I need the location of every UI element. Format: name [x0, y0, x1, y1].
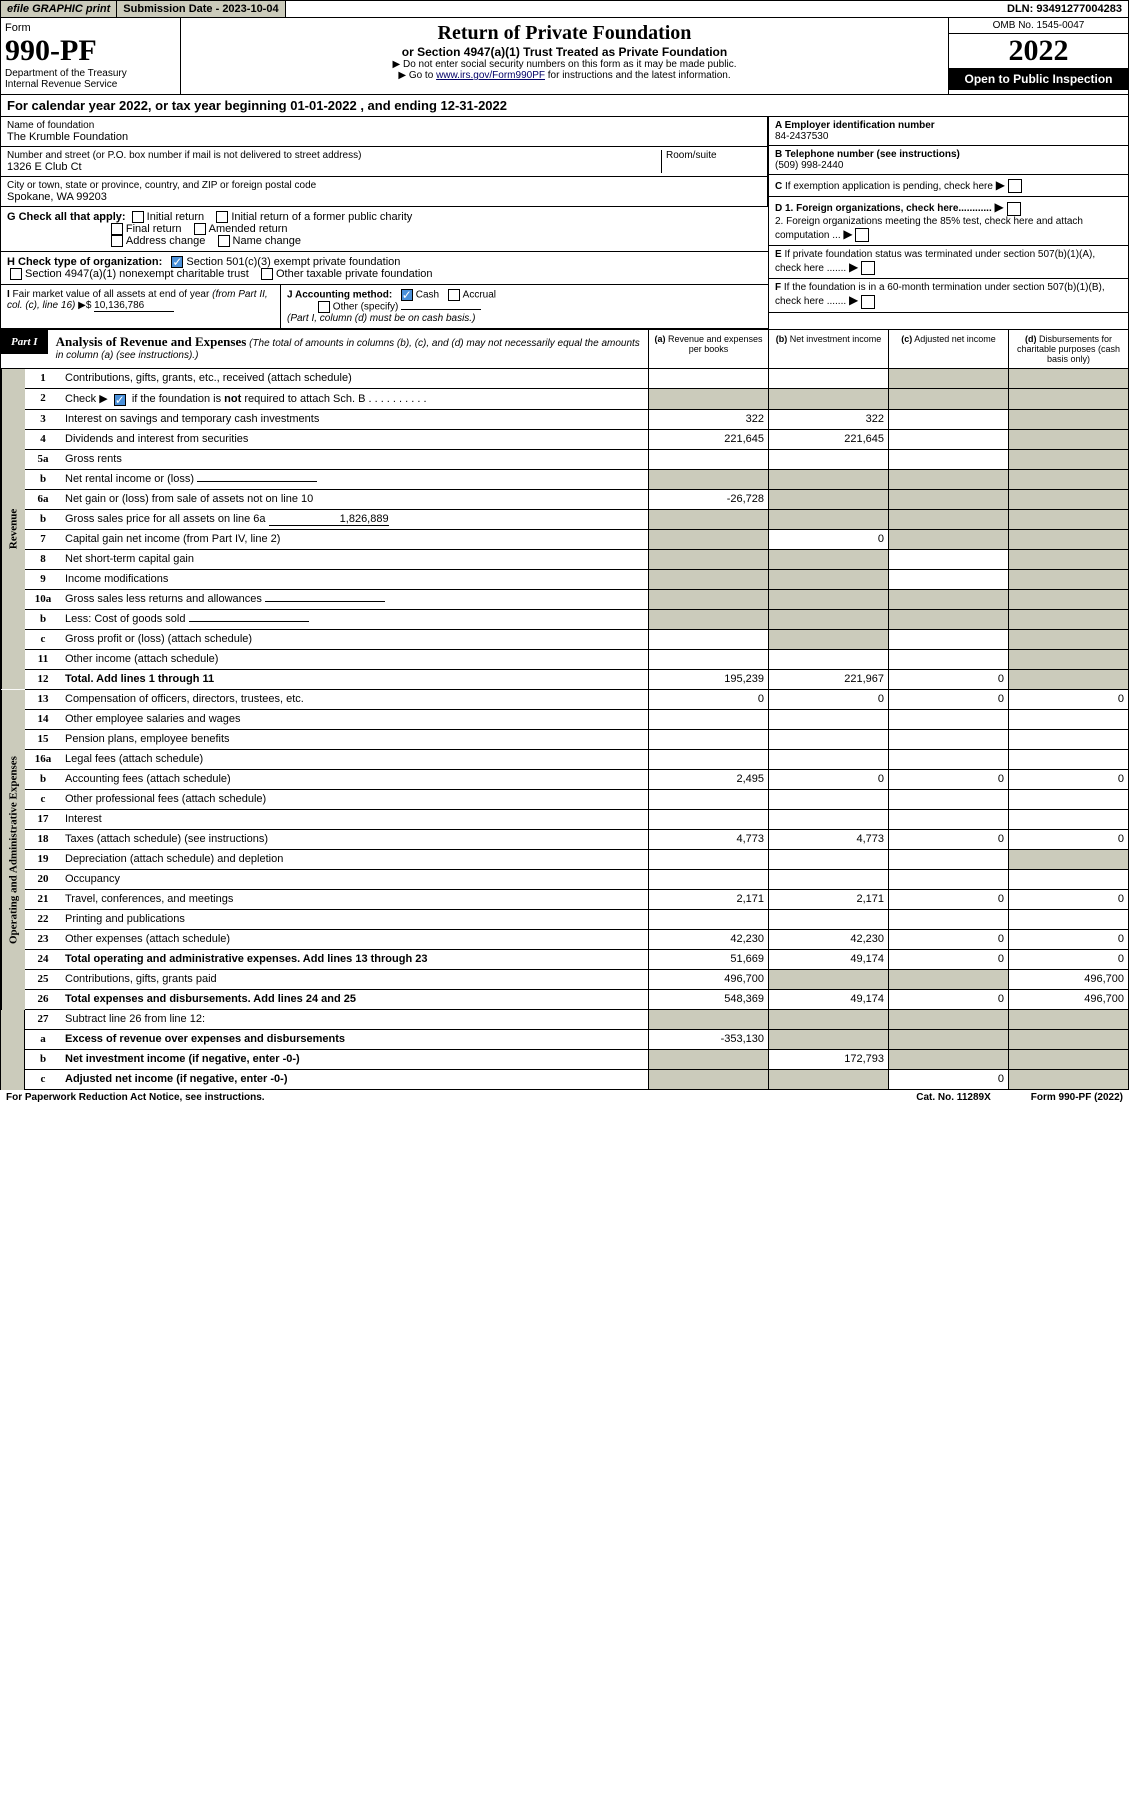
d2-checkbox[interactable] [855, 228, 869, 242]
other-taxable-checkbox[interactable] [261, 268, 273, 280]
line-20: 20Occupancy [25, 870, 1128, 890]
line-13: 13Compensation of officers, directors, t… [25, 690, 1128, 710]
room-label: Room/suite [666, 150, 761, 161]
ein-label: A Employer identification number [775, 120, 935, 131]
name-change-checkbox[interactable] [218, 235, 230, 247]
line-26: 26Total expenses and disbursements. Add … [25, 990, 1128, 1010]
line-14: 14Other employee salaries and wages [25, 710, 1128, 730]
form-subtitle: or Section 4947(a)(1) Trust Treated as P… [185, 45, 944, 59]
line-21: 21Travel, conferences, and meetings2,171… [25, 890, 1128, 910]
address-label: Number and street (or P.O. box number if… [7, 150, 661, 161]
c-checkbox[interactable] [1008, 179, 1022, 193]
line-4: 4Dividends and interest from securities2… [25, 430, 1128, 450]
initial-return-checkbox[interactable] [132, 211, 144, 223]
cash-checkbox[interactable] [401, 289, 413, 301]
e-label: If private foundation status was termina… [775, 249, 1095, 274]
line-19: 19Depreciation (attach schedule) and dep… [25, 850, 1128, 870]
line-b: bNet rental income or (loss) [25, 470, 1128, 490]
line-2: 2Check ▶ if the foundation is not requir… [25, 389, 1128, 409]
form-title: Return of Private Foundation [185, 22, 944, 45]
line-c: cGross profit or (loss) (attach schedule… [25, 630, 1128, 650]
line-c: cAdjusted net income (if negative, enter… [25, 1070, 1128, 1090]
omb-number: OMB No. 1545-0047 [949, 18, 1128, 34]
part-1-tag: Part I [1, 330, 48, 354]
address: 1326 E Club Ct [7, 161, 661, 173]
cat-number: Cat. No. 11289X [916, 1092, 990, 1103]
form-label: Form [5, 22, 176, 34]
d2-label: 2. Foreign organizations meeting the 85%… [775, 216, 1083, 241]
paperwork-notice: For Paperwork Reduction Act Notice, see … [6, 1092, 265, 1103]
col-a-header: (a) Revenue and expenses per books [648, 330, 768, 368]
line-5a: 5aGross rents [25, 450, 1128, 470]
form-footer: Form 990-PF (2022) [1031, 1092, 1123, 1103]
tax-year: 2022 [949, 34, 1128, 68]
d1-checkbox[interactable] [1007, 202, 1021, 216]
line-c: cOther professional fees (attach schedul… [25, 790, 1128, 810]
city-value: Spokane, WA 99203 [7, 191, 761, 203]
f-checkbox[interactable] [861, 295, 875, 309]
line-3: 3Interest on savings and temporary cash … [25, 410, 1128, 430]
501c3-checkbox[interactable] [171, 256, 183, 268]
line-25: 25Contributions, gifts, grants paid496,7… [25, 970, 1128, 990]
instruction-1: ▶ Do not enter social security numbers o… [185, 59, 944, 70]
dept-label: Department of the TreasuryInternal Reven… [5, 68, 176, 90]
final-return-checkbox[interactable] [111, 223, 123, 235]
irs-link[interactable]: www.irs.gov/Form990PF [436, 70, 545, 81]
e-checkbox[interactable] [861, 261, 875, 275]
instruction-2: ▶ Go to www.irs.gov/Form990PF for instru… [185, 70, 944, 81]
section-g: G Check all that apply: Initial return I… [1, 207, 768, 252]
accrual-checkbox[interactable] [448, 289, 460, 301]
efile-label: efile GRAPHIC print [1, 1, 117, 17]
line-27: 27Subtract line 26 from line 12: [25, 1010, 1128, 1030]
form-number: 990-PF [5, 34, 176, 68]
line-b: bAccounting fees (attach schedule)2,4950… [25, 770, 1128, 790]
address-change-checkbox[interactable] [111, 235, 123, 247]
revenue-side-label: Revenue [1, 369, 25, 689]
city-label: City or town, state or province, country… [7, 180, 761, 191]
line-b: bLess: Cost of goods sold [25, 610, 1128, 630]
line-10a: 10aGross sales less returns and allowanc… [25, 590, 1128, 610]
line-b: bNet investment income (if negative, ent… [25, 1050, 1128, 1070]
line-22: 22Printing and publications [25, 910, 1128, 930]
line-16a: 16aLegal fees (attach schedule) [25, 750, 1128, 770]
initial-public-checkbox[interactable] [216, 211, 228, 223]
submission-date: Submission Date - 2023-10-04 [117, 1, 285, 17]
line-6a: 6aNet gain or (loss) from sale of assets… [25, 490, 1128, 510]
cash-basis-note: (Part I, column (d) must be on cash basi… [287, 313, 475, 324]
phone-value: (509) 998-2440 [775, 160, 843, 171]
line-12: 12Total. Add lines 1 through 11195,23922… [25, 670, 1128, 690]
line-17: 17Interest [25, 810, 1128, 830]
phone-label: B Telephone number (see instructions) [775, 149, 960, 160]
line-a: aExcess of revenue over expenses and dis… [25, 1030, 1128, 1050]
f-label: If the foundation is in a 60-month termi… [775, 282, 1105, 307]
col-d-header: (d) Disbursements for charitable purpose… [1008, 330, 1128, 368]
line-15: 15Pension plans, employee benefits [25, 730, 1128, 750]
dln: DLN: 93491277004283 [1001, 1, 1128, 17]
line-7: 7Capital gain net income (from Part IV, … [25, 530, 1128, 550]
fmv-value: 10,136,786 [94, 300, 174, 312]
section-h: H Check type of organization: Section 50… [1, 252, 768, 285]
foundation-name: The Krumble Foundation [7, 131, 761, 143]
line-9: 9Income modifications [25, 570, 1128, 590]
line-18: 18Taxes (attach schedule) (see instructi… [25, 830, 1128, 850]
col-c-header: (c) Adjusted net income [888, 330, 1008, 368]
calendar-year-row: For calendar year 2022, or tax year begi… [0, 95, 1129, 117]
line-b: bGross sales price for all assets on lin… [25, 510, 1128, 530]
c-label: If exemption application is pending, che… [785, 181, 993, 192]
other-method-checkbox[interactable] [318, 301, 330, 313]
amended-return-checkbox[interactable] [194, 223, 206, 235]
expenses-side-label: Operating and Administrative Expenses [1, 690, 25, 1010]
name-label: Name of foundation [7, 120, 761, 131]
line-11: 11Other income (attach schedule) [25, 650, 1128, 670]
d1-label: D 1. Foreign organizations, check here..… [775, 203, 992, 214]
4947-checkbox[interactable] [10, 268, 22, 280]
line-8: 8Net short-term capital gain [25, 550, 1128, 570]
line-1: 1Contributions, gifts, grants, etc., rec… [25, 369, 1128, 389]
open-public-label: Open to Public Inspection [949, 68, 1128, 90]
col-b-header: (b) Net investment income [768, 330, 888, 368]
ein-value: 84-2437530 [775, 131, 828, 142]
part-1-description: Analysis of Revenue and Expenses (The to… [48, 330, 648, 365]
line-24: 24Total operating and administrative exp… [25, 950, 1128, 970]
line-23: 23Other expenses (attach schedule)42,230… [25, 930, 1128, 950]
